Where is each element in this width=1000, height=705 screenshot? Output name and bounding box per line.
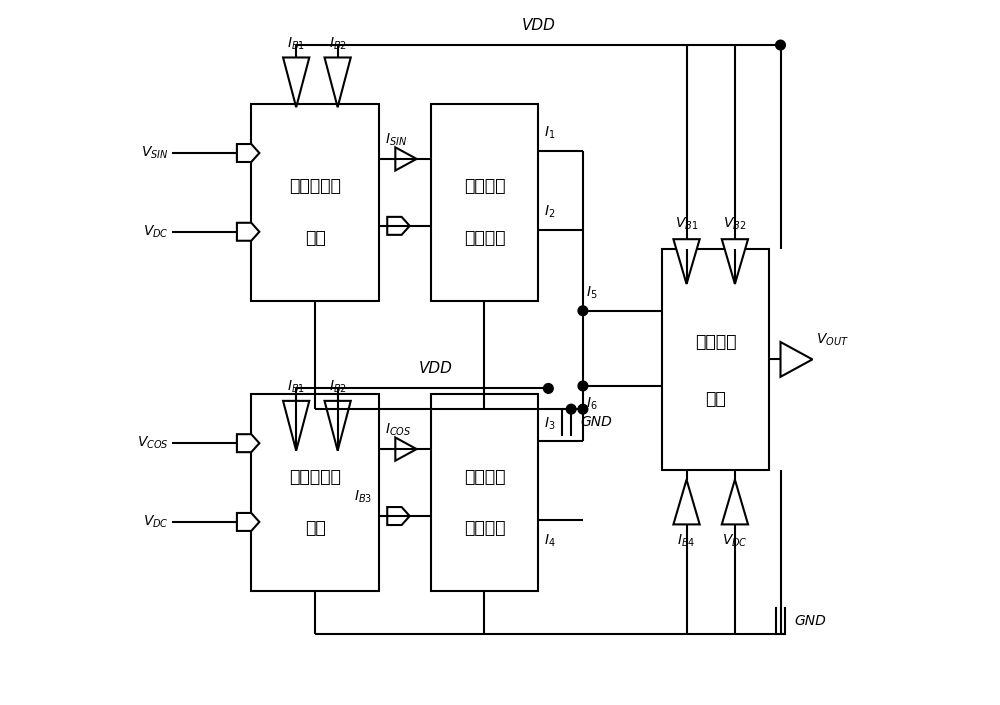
Circle shape [544,384,553,393]
Polygon shape [237,223,259,240]
Text: 第二平方: 第二平方 [464,467,505,486]
Text: 第一双采样: 第一双采样 [289,178,341,195]
Bar [662,249,769,470]
Text: $I_{B1}$: $I_{B1}$ [287,379,305,396]
Polygon shape [673,239,700,284]
Text: 计算单元: 计算单元 [464,519,505,537]
Text: GND: GND [794,614,826,628]
Text: 计算单元: 计算单元 [464,228,505,247]
Polygon shape [781,342,812,376]
Text: $I_{6}$: $I_{6}$ [586,396,598,412]
Text: $V_{B2}$: $V_{B2}$ [723,216,747,232]
Text: $I_{3}$: $I_{3}$ [544,415,555,431]
Polygon shape [283,58,309,107]
Circle shape [578,381,588,391]
Text: $I_{B4}$: $I_{B4}$ [677,533,696,549]
Bar [431,394,538,591]
Text: $I_{SIN}$: $I_{SIN}$ [385,131,407,148]
Text: $I_{2}$: $I_{2}$ [544,204,555,220]
Polygon shape [395,147,417,171]
Polygon shape [325,58,351,107]
Text: $V_{COS}$: $V_{COS}$ [137,435,168,451]
Circle shape [776,40,785,50]
Text: $V_{SIN}$: $V_{SIN}$ [141,145,168,161]
Bar [251,394,379,591]
Text: $I_{4}$: $I_{4}$ [544,532,555,548]
Polygon shape [395,438,417,460]
Bar [251,104,379,300]
Polygon shape [237,513,259,531]
Text: $I_{B2}$: $I_{B2}$ [329,35,347,52]
Text: $I_{B3}$: $I_{B3}$ [354,489,372,505]
Polygon shape [673,479,700,525]
Circle shape [566,404,576,414]
Polygon shape [722,239,748,284]
Text: 第一平方: 第一平方 [464,178,505,195]
Text: $V_{OUT}$: $V_{OUT}$ [816,332,849,348]
Polygon shape [325,401,351,450]
Text: $I_{COS}$: $I_{COS}$ [385,422,411,438]
Text: 单元: 单元 [706,390,726,408]
Circle shape [578,404,588,414]
Text: VDD: VDD [521,18,555,32]
Text: 第二双采样: 第二双采样 [289,467,341,486]
Polygon shape [237,144,259,162]
Bar [431,104,538,300]
Text: 求和计算: 求和计算 [695,333,737,350]
Text: $I_{5}$: $I_{5}$ [586,285,598,301]
Polygon shape [387,507,410,525]
Text: 单元: 单元 [305,228,326,247]
Text: $I_{B2}$: $I_{B2}$ [329,379,347,396]
Text: $I_{B1}$: $I_{B1}$ [287,35,305,52]
Text: VDD: VDD [419,361,453,376]
Polygon shape [387,217,410,235]
Text: $V_{B1}$: $V_{B1}$ [675,216,698,232]
Circle shape [578,306,588,316]
Polygon shape [722,479,748,525]
Text: $V_{DC}$: $V_{DC}$ [143,223,168,240]
Text: $I_{1}$: $I_{1}$ [544,125,555,142]
Text: GND: GND [580,415,612,429]
Polygon shape [237,434,259,452]
Polygon shape [283,401,309,450]
Text: 单元: 单元 [305,519,326,537]
Text: $V_{DC}$: $V_{DC}$ [143,514,168,530]
Text: $V_{DC}$: $V_{DC}$ [722,533,748,549]
